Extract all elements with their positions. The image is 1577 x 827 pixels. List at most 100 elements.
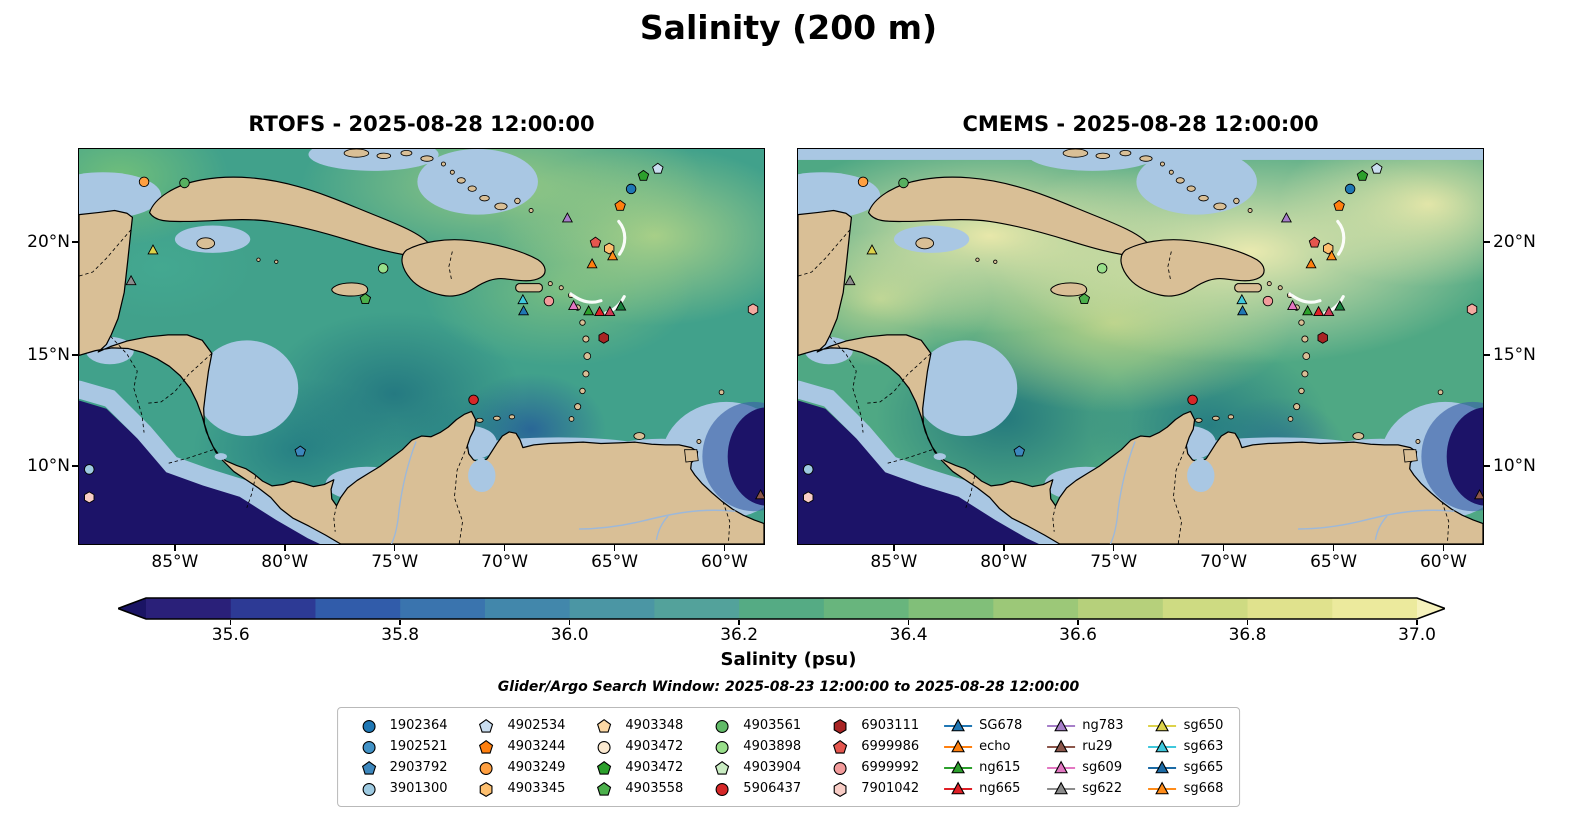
- pentagon-marker-icon: [361, 760, 376, 775]
- legend-item-sg622: sg622: [1046, 778, 1123, 799]
- marker-3901300: [84, 464, 95, 475]
- legend-label: 7901042: [861, 781, 920, 796]
- marker-1902364: [1344, 183, 1356, 195]
- legend-item-echo: echo: [943, 736, 1022, 757]
- marker-ng665: [594, 305, 606, 316]
- legend-item-4903244: 4903244: [471, 736, 565, 757]
- map-overlay-rtofs: [79, 149, 764, 544]
- colorbar-tick-label: 35.8: [381, 625, 420, 645]
- marker-sg609: [568, 299, 580, 311]
- legend-label: 4903558: [625, 781, 684, 796]
- marker-sg609: [1287, 299, 1299, 311]
- marker-4902534: [1371, 162, 1383, 174]
- lat-tickmark: [72, 241, 78, 243]
- colorbar-tick-label: 37.0: [1398, 625, 1436, 645]
- circle-marker-icon: [362, 740, 376, 754]
- marker-sg668: [607, 250, 619, 261]
- lat-tick-label: 10°N: [27, 455, 70, 476]
- map-panel-rtofs: [78, 148, 765, 545]
- lon-tick-label: 60°W: [1419, 552, 1467, 572]
- search-window-caption: Glider/Argo Search Window: 2025-08-23 12…: [497, 679, 1080, 695]
- circle-marker-icon: [597, 740, 611, 754]
- legend-item-4903898: 4903898: [707, 736, 801, 757]
- colorbar-gradient: [115, 597, 1448, 620]
- lon-tickmark: [613, 545, 616, 551]
- lon-tick-label: 60°W: [700, 552, 748, 572]
- marker-ng665: [604, 305, 616, 316]
- legend-item-6999986: 6999986: [825, 736, 919, 757]
- lat-tick-label: 15°N: [1493, 344, 1536, 365]
- colorbar-tick-label: 36.6: [1059, 625, 1097, 645]
- marker-sg650: [147, 244, 159, 255]
- lat-tick-label: 10°N: [1493, 455, 1536, 476]
- legend-label: ru29: [1082, 739, 1113, 754]
- marker-6999992: [543, 295, 555, 307]
- legend-item-6999992: 6999992: [825, 757, 919, 778]
- legend-label: 5906437: [743, 781, 802, 796]
- lat-tickmark: [72, 354, 78, 356]
- marker-6999986: [1308, 236, 1321, 248]
- colorbar-tick-label: 36.8: [1228, 625, 1267, 645]
- marker-7901042: [803, 491, 814, 504]
- legend-item-4903558: 4903558: [589, 778, 683, 799]
- legend-item-4903249: 4903249: [471, 757, 565, 778]
- marker-4903561: [179, 177, 190, 189]
- legend-label: 4903244: [507, 739, 566, 754]
- lat-tick-label: 20°N: [27, 232, 70, 253]
- marker-4903561: [898, 177, 909, 189]
- marker-4903558: [359, 293, 372, 304]
- marker-ng615: [615, 300, 627, 311]
- lon-tickmark: [723, 545, 726, 551]
- colorbar-tickmark: [568, 620, 571, 625]
- marker-7901042: [1466, 303, 1478, 316]
- triangle-marker-icon: [944, 760, 973, 773]
- legend-item-ng615: ng615: [943, 757, 1022, 778]
- marker-1902364: [625, 183, 637, 195]
- triangle-marker-icon: [1047, 781, 1076, 794]
- circle-marker-icon: [715, 719, 729, 733]
- marker-layer: [84, 162, 764, 504]
- circle-marker-icon: [362, 782, 376, 796]
- legend-label: sg622: [1082, 781, 1123, 796]
- marker-4903249: [857, 176, 869, 188]
- legend-item-4903348: 4903348: [589, 715, 683, 736]
- marker-7901042: [747, 303, 759, 316]
- legend-item-4903561: 4903561: [707, 715, 801, 736]
- triangle-marker-icon: [1148, 718, 1177, 731]
- circle-marker-icon: [833, 761, 847, 775]
- colorbar-tickmark: [229, 620, 232, 625]
- lon-tickmark: [1222, 545, 1225, 551]
- lon-tickmark: [1332, 545, 1335, 551]
- legend-item-4903472: 4903472: [589, 757, 683, 778]
- marker-6999986: [589, 236, 602, 248]
- lon-tick-label: 75°W: [1090, 552, 1138, 572]
- marker-4903558: [1078, 293, 1091, 304]
- triangle-marker-icon: [1047, 760, 1076, 773]
- marker-2903792: [294, 445, 306, 457]
- lon-tick-label: 85°W: [870, 552, 918, 572]
- colorbar-tickmark: [738, 620, 740, 625]
- colorbar-tick-label: 36.4: [889, 625, 928, 645]
- legend-item-sg650: sg650: [1148, 715, 1223, 736]
- legend-item-1902521: 1902521: [354, 736, 447, 757]
- marker-sg622: [125, 274, 137, 286]
- lon-tickmark: [893, 545, 895, 551]
- legend-item-4903345: 4903345: [471, 778, 565, 799]
- legend-label: 1902364: [389, 718, 448, 733]
- legend-label: sg663: [1183, 739, 1224, 754]
- lon-tickmark: [1442, 545, 1445, 551]
- lon-tickmark: [174, 545, 176, 551]
- marker-sg622: [844, 274, 856, 286]
- glider-track: [1336, 219, 1346, 256]
- marker-sg663: [1236, 293, 1248, 305]
- marker-4903249: [138, 176, 150, 188]
- legend-label: 6999986: [861, 739, 920, 754]
- pentagon-marker-icon: [715, 760, 730, 775]
- lat-tick-label: 20°N: [1493, 232, 1536, 253]
- triangle-marker-icon: [1148, 739, 1177, 752]
- legend-label: 6999992: [861, 760, 920, 775]
- map-panel-cmems: [797, 148, 1484, 545]
- pentagon-marker-icon: [597, 781, 612, 796]
- marker-7901042: [84, 491, 95, 504]
- lon-tickmark: [284, 545, 286, 551]
